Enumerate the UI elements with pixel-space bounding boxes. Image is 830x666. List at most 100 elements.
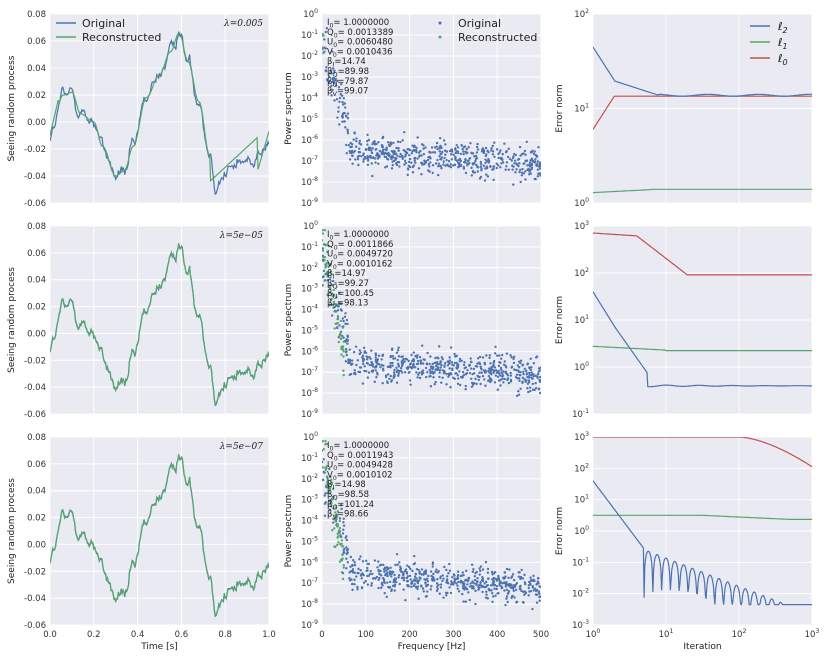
- data-point-original: [524, 153, 527, 156]
- data-point-original: [370, 162, 373, 165]
- x-tick-label: 100: [358, 630, 374, 640]
- data-point-original: [486, 571, 490, 574]
- data-point-original: [505, 567, 509, 571]
- data-point-original: [398, 155, 402, 158]
- data-point-original: [362, 152, 365, 155]
- data-point-original: [353, 149, 357, 153]
- data-point-original: [345, 557, 348, 560]
- data-point-original: [462, 583, 466, 587]
- data-point-original: [495, 587, 498, 591]
- data-point-reconstructed: [326, 275, 329, 278]
- data-point-original: [375, 147, 378, 151]
- data-point-original: [429, 355, 432, 358]
- data-point-original: [519, 577, 522, 581]
- data-point-original: [396, 563, 399, 566]
- data-point-original: [482, 164, 486, 167]
- data-point-original: [494, 345, 497, 349]
- data-point-original: [491, 592, 494, 595]
- data-point-original: [458, 157, 462, 161]
- data-point-original: [373, 559, 377, 562]
- data-point-original: [488, 356, 491, 360]
- data-point-original: [374, 352, 377, 355]
- data-point-original: [373, 576, 376, 580]
- data-point-original: [498, 354, 501, 357]
- stat-annotation: βV=99.07: [327, 87, 368, 99]
- data-point-original: [374, 360, 378, 363]
- data-point-original: [370, 149, 373, 152]
- data-point-original: [392, 357, 395, 360]
- data-point-original: [480, 150, 484, 153]
- data-point-original: [515, 168, 518, 171]
- data-point-original: [478, 362, 482, 366]
- data-point-original: [475, 382, 478, 386]
- data-point-original: [448, 362, 451, 365]
- data-point-reconstructed: [327, 503, 330, 506]
- data-point-original: [523, 573, 526, 577]
- data-point-original: [534, 153, 537, 157]
- data-point-original: [339, 504, 343, 507]
- data-point-original: [374, 366, 378, 369]
- data-point-original: [341, 317, 344, 320]
- data-point-original: [486, 175, 490, 178]
- data-point-original: [509, 371, 512, 375]
- data-point-original: [437, 162, 441, 165]
- panel-spec-2: 10-9 10-8 10-7 10-6 10-5 10-4 10-3 10-2 10-1 100 P…: [284, 220, 542, 420]
- data-point-original: [358, 349, 361, 352]
- data-point-original: [394, 156, 397, 160]
- data-point-original: [418, 371, 421, 375]
- data-point-original: [525, 140, 528, 144]
- data-point-original: [515, 601, 518, 604]
- data-point-original: [461, 571, 465, 574]
- data-point-original: [513, 152, 516, 156]
- data-point-original: [359, 366, 363, 369]
- data-point-original: [368, 363, 372, 367]
- data-point-original: [348, 577, 351, 580]
- data-point-original: [397, 346, 400, 349]
- data-point-original: [459, 152, 462, 156]
- x-tick-label: 500: [533, 630, 549, 640]
- y-axis-label: Seeing random process: [7, 267, 17, 373]
- data-point-original: [529, 389, 532, 393]
- data-point-original: [374, 369, 377, 372]
- data-point-original: [536, 160, 540, 163]
- data-point-original: [523, 593, 526, 596]
- data-point-reconstructed: [322, 448, 326, 451]
- data-point-original: [364, 580, 367, 583]
- data-point-original: [470, 563, 474, 566]
- data-point-original: [431, 562, 435, 566]
- data-point-original: [438, 137, 442, 140]
- y-tick-label: 0.00: [27, 540, 46, 550]
- data-point-original: [388, 585, 392, 589]
- stat-annotation: βQ=99.27: [327, 279, 369, 291]
- data-point-original: [406, 585, 410, 588]
- data-point-original: [445, 383, 448, 386]
- data-point-original: [388, 377, 391, 381]
- data-point-original: [413, 554, 416, 558]
- data-point-original: [412, 562, 415, 566]
- data-point-original: [470, 367, 473, 370]
- data-point-reconstructed: [338, 333, 341, 337]
- data-point-original: [484, 560, 488, 564]
- data-point-original: [390, 589, 393, 593]
- data-point-reconstructed: [324, 279, 327, 282]
- data-point-original: [344, 360, 348, 363]
- data-point-original: [382, 568, 386, 571]
- data-point-original: [484, 596, 488, 599]
- plot-area: [50, 437, 269, 625]
- data-point-original: [495, 162, 498, 165]
- x-tick-label: 400: [489, 630, 505, 640]
- data-point-original: [538, 161, 541, 164]
- data-point-original: [412, 358, 415, 361]
- data-point-original: [363, 365, 366, 368]
- data-point-original: [408, 154, 411, 157]
- data-point-reconstructed: [322, 449, 324, 452]
- data-point-reconstructed: [332, 300, 336, 304]
- data-point-original: [472, 367, 476, 371]
- data-point-original: [334, 77, 337, 81]
- y-axis-label: Error norm: [555, 296, 565, 344]
- data-point-original: [416, 136, 419, 139]
- data-point-original: [397, 364, 400, 367]
- data-point-original: [340, 302, 343, 306]
- data-point-reconstructed: [342, 373, 345, 377]
- stat-annotation: V0= 0.0010436: [327, 47, 393, 59]
